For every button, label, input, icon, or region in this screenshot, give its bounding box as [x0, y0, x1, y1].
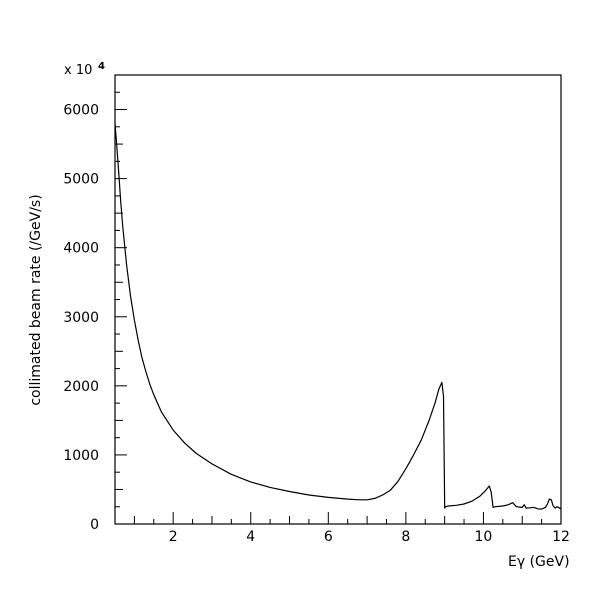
x-tick-label: 6 — [324, 529, 333, 545]
x-tick-labels: 2 4 6 8 10 12 — [169, 529, 570, 545]
axis-ticks — [114, 74, 562, 525]
series-line-beam-rate — [114, 123, 562, 510]
y-tick-label: 6000 — [63, 103, 99, 119]
y-tick-label: 5000 — [63, 172, 99, 188]
x-axis-label: Eγ (GeV) — [508, 554, 570, 570]
y-tick-label: 0 — [90, 517, 99, 533]
y-multiplier-exponent: 4 — [98, 61, 105, 72]
y-multiplier: x 10 — [64, 63, 92, 78]
y-tick-label: 1000 — [63, 448, 99, 464]
x-tick-label: 12 — [552, 529, 570, 545]
y-tick-label: 3000 — [63, 310, 99, 326]
plot-frame — [114, 74, 562, 525]
y-axis-label: collimated beam rate (/GeV/s) — [28, 194, 44, 405]
x-tick-label: 10 — [475, 529, 493, 545]
y-tick-label: 4000 — [63, 241, 99, 257]
x-tick-label: 4 — [246, 529, 255, 545]
x-tick-label: 8 — [401, 529, 410, 545]
y-tick-labels: 0 1000 2000 3000 4000 5000 6000 — [63, 103, 99, 533]
y-tick-label: 2000 — [63, 379, 99, 395]
x-tick-label: 2 — [169, 529, 178, 545]
